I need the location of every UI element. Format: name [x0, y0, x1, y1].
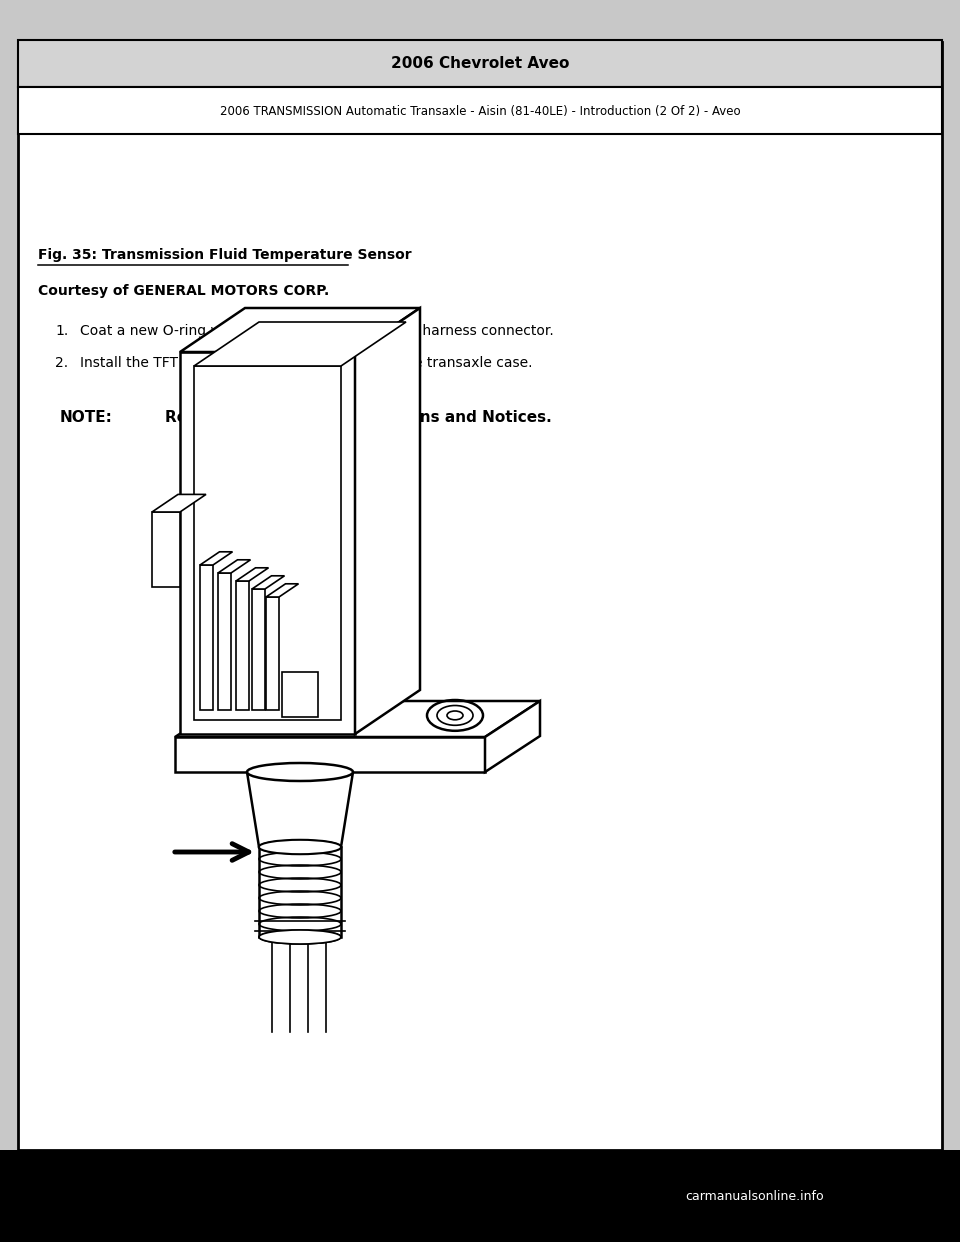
Text: in Cautions and Notices.: in Cautions and Notices. [338, 410, 552, 425]
Text: 2.: 2. [55, 356, 68, 370]
Polygon shape [200, 551, 232, 565]
Polygon shape [175, 737, 485, 773]
Polygon shape [485, 700, 540, 773]
Polygon shape [175, 700, 540, 737]
Ellipse shape [247, 763, 353, 781]
Polygon shape [266, 597, 279, 710]
Polygon shape [180, 308, 420, 351]
Polygon shape [252, 589, 265, 710]
Polygon shape [252, 576, 284, 589]
Text: NOTE:: NOTE: [60, 410, 113, 425]
Text: Install the TFT sensor and wiring harness into the transaxle case.: Install the TFT sensor and wiring harnes… [80, 356, 533, 370]
Polygon shape [282, 672, 318, 717]
Ellipse shape [259, 840, 341, 854]
Ellipse shape [259, 930, 341, 944]
Text: 2006 Chevrolet Aveo: 2006 Chevrolet Aveo [391, 56, 569, 71]
Polygon shape [236, 581, 249, 710]
Polygon shape [218, 573, 231, 710]
Bar [18, 40, 942, 87]
Polygon shape [355, 308, 420, 734]
Text: 2006 TRANSMISSION Automatic Transaxle - Aisin (81-40LE) - Introduction (2 Of 2) : 2006 TRANSMISSION Automatic Transaxle - … [220, 104, 740, 118]
Polygon shape [194, 322, 406, 366]
Polygon shape [152, 494, 206, 512]
Bar [18, 42, 942, 1150]
Polygon shape [152, 512, 180, 587]
Polygon shape [236, 568, 269, 581]
Text: 1.: 1. [55, 324, 68, 338]
Text: Fastener Notice: Fastener Notice [218, 410, 353, 425]
Text: carmanualsonline.info: carmanualsonline.info [685, 1190, 825, 1202]
Polygon shape [200, 565, 213, 710]
Bar [18, 87, 942, 134]
Bar [0, 1150, 960, 1242]
Text: Refer to: Refer to [165, 410, 240, 425]
Polygon shape [218, 560, 251, 573]
Polygon shape [266, 584, 299, 597]
Polygon shape [180, 351, 355, 734]
Text: Courtesy of GENERAL MOTORS CORP.: Courtesy of GENERAL MOTORS CORP. [38, 284, 329, 298]
Text: Coat a new O-ring with ATF, then install it on the harness connector.: Coat a new O-ring with ATF, then install… [80, 324, 554, 338]
Ellipse shape [259, 840, 341, 854]
Text: Fig. 35: Transmission Fluid Temperature Sensor: Fig. 35: Transmission Fluid Temperature … [38, 248, 412, 262]
